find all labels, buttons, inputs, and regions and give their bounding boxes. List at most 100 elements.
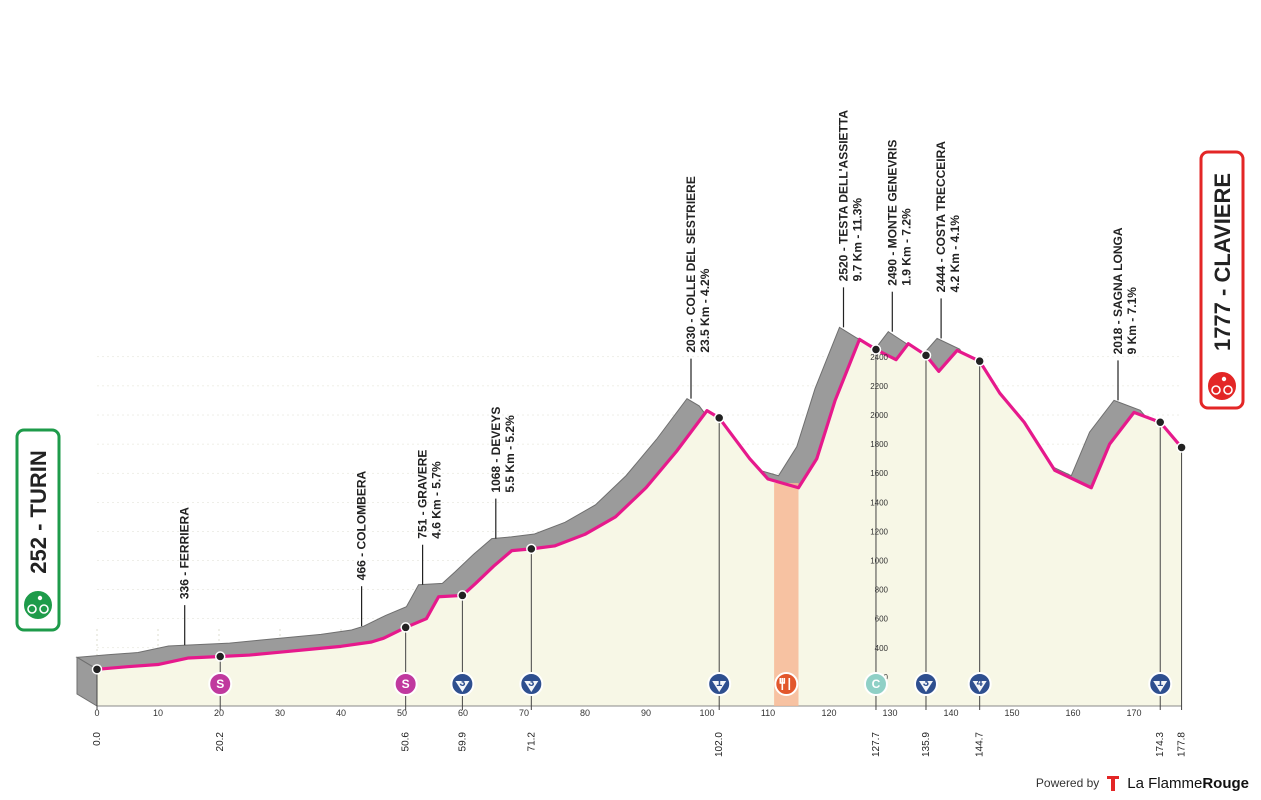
climb-name-4: 2030 - COLLE DEL SESTRIERE [684, 176, 698, 353]
finish-wheel-right [1223, 385, 1233, 395]
markers-layer: 0.0 S 20.2 S 50.6 3 59.9 3 71.2 1 102.0 C 127.7 3 135.… [91, 344, 1188, 757]
sprint-badge-1 [208, 672, 233, 696]
altitude-label-5: 1200 [870, 527, 888, 536]
climb-stats-8: 9 Km - 7.1% [1125, 287, 1139, 355]
x-tick-label-15: 150 [1004, 708, 1019, 718]
marker-dot-3 [457, 590, 468, 601]
marker-dot-0 [91, 664, 103, 675]
climb-name-3: 1068 - DEVEYS [489, 407, 503, 493]
altitude-label-9: 2000 [870, 411, 888, 420]
x-tick-label-2: 20 [214, 708, 224, 718]
x-tick-label-9: 90 [641, 708, 651, 718]
climb-stats-4: 23.5 Km - 4.2% [698, 268, 712, 352]
marker-dot-1 [214, 651, 226, 662]
axis-layer: 0 10 20 30 40 50 60 70 80 90 100 110 120 130 140 150 160… [94, 708, 1141, 718]
climb-name-5: 2520 - TESTA DELL'ASSIETTA [837, 110, 851, 282]
brand-footer: Powered by La FlammeRouge [1036, 774, 1249, 792]
cutlery-icon [779, 678, 791, 690]
feed-zone-layer [774, 483, 799, 706]
marker-km-label-3: 59.9 [457, 732, 468, 752]
route-line [96, 337, 1183, 671]
marker-badge-text-5: 1 [716, 677, 722, 689]
finish-wheel-left [1211, 385, 1221, 395]
climb-labels-layer: 336 - FERRIERA 466 - COLOMBERA 751 - GRAVE… [178, 110, 1139, 646]
x-tick-label-7: 70 [519, 708, 529, 718]
marker-dot-10 [1154, 417, 1166, 428]
mountain-triangle-icon-9 [972, 681, 987, 692]
climb-name-7: 2444 - COSTA TRECCEIRA [934, 141, 948, 293]
marker-badge-text-3: 3 [459, 677, 465, 689]
climb-name-1: 466 - COLOMBERA [355, 471, 369, 581]
mountain-triangle-icon-5 [712, 681, 727, 692]
brand-name-bold: Rouge [1202, 774, 1249, 792]
altitude-label-3: 800 [875, 586, 889, 595]
start-wheel-right [39, 604, 49, 614]
feed-zone-band [774, 483, 799, 706]
altitude-label-11: 2400 [870, 353, 888, 362]
start-pill [15, 428, 61, 632]
altitude-label-6: 1400 [870, 498, 888, 507]
start-label: 252 - TURIN [26, 450, 51, 573]
climb-stats-6: 1.9 Km - 7.2% [899, 208, 913, 286]
marker-km-label-9: 144.7 [975, 732, 986, 757]
brand-name: La FlammeRouge [1127, 775, 1249, 792]
marker-dot-11 [1176, 442, 1187, 453]
marker-dot-4 [526, 543, 537, 555]
marker-km-label-1: 20.2 [215, 732, 226, 752]
marker-dot-9 [974, 355, 985, 367]
x-tick-label-17: 170 [1126, 708, 1141, 718]
altitude-label-1: 400 [875, 644, 889, 653]
x-tick-label-13: 130 [882, 708, 897, 718]
marker-badge-text-1: S [216, 677, 224, 691]
start-wheel-left [27, 604, 37, 614]
x-tick-label-4: 40 [336, 708, 346, 718]
marker-km-label-7: 127.7 [871, 732, 882, 757]
mountain-triangle-icon-8 [918, 681, 933, 692]
profile-area [97, 339, 1182, 706]
marker-badge-text-9: 4 [977, 677, 984, 689]
finish-pill [1199, 150, 1245, 410]
altitude-label-4: 1000 [870, 557, 888, 566]
marker-dot-5 [713, 412, 725, 424]
mountain-triangle-icon-4 [524, 681, 539, 692]
start-rider-head [37, 595, 43, 601]
marker-km-label-10: 174.3 [1155, 732, 1166, 757]
marker-badge-text-7: C [872, 677, 881, 691]
brand-name-light: La Flamme [1127, 774, 1203, 792]
sprint-badge-2 [393, 672, 418, 696]
altitude-label-2: 600 [875, 615, 889, 624]
climb-name-8: 2018 - SAGNA LONGA [1111, 227, 1125, 354]
marker-badge-text-8: 3 [923, 677, 929, 689]
marker-km-label-4: 71.2 [526, 732, 537, 752]
x-tick-label-14: 140 [943, 708, 958, 718]
endpoints-layer: 252 - TURIN 1777 - CLAVIERE [15, 150, 1245, 632]
climb-name-0: 336 - FERRIERA [178, 507, 192, 599]
climb-stats-7: 4.2 Km - 4.1% [948, 215, 962, 293]
x-tick-label-11: 110 [761, 708, 775, 718]
climb-stats-3: 5.5 Km - 5.2% [503, 415, 517, 493]
marker-dot-2 [400, 622, 411, 633]
marker-dot-7 [870, 344, 882, 355]
finish-cyclist-icon [1206, 370, 1238, 402]
x-tick-label-8: 80 [580, 708, 590, 718]
marker-dot-8 [920, 350, 932, 361]
marker-km-label-0: 0.0 [92, 732, 103, 746]
climb-stats-2: 4.6 Km - 5.7% [430, 461, 444, 539]
x-tick-label-12: 120 [821, 708, 836, 718]
x-tick-label-5: 50 [397, 708, 407, 718]
x-tick-label-0: 0 [94, 708, 99, 718]
finish-rider-head [1221, 376, 1227, 382]
x-tick-label-16: 160 [1065, 708, 1080, 718]
x-tick-label-10: 100 [699, 708, 714, 718]
altitude-label-7: 1600 [870, 469, 888, 478]
marker-km-label-11: 177.8 [1177, 732, 1188, 757]
feed-zone-icon [774, 672, 799, 696]
x-tick-label-3: 30 [275, 708, 285, 718]
route-line-layer [96, 337, 1183, 671]
climb-name-6: 2490 - MONTE GENEVRIS [885, 140, 899, 286]
start-cyclist-icon [22, 589, 54, 621]
x-tick-label-1: 10 [153, 708, 163, 718]
marker-km-label-8: 135.9 [921, 732, 932, 757]
mountain-triangle-icon-3 [455, 681, 470, 692]
